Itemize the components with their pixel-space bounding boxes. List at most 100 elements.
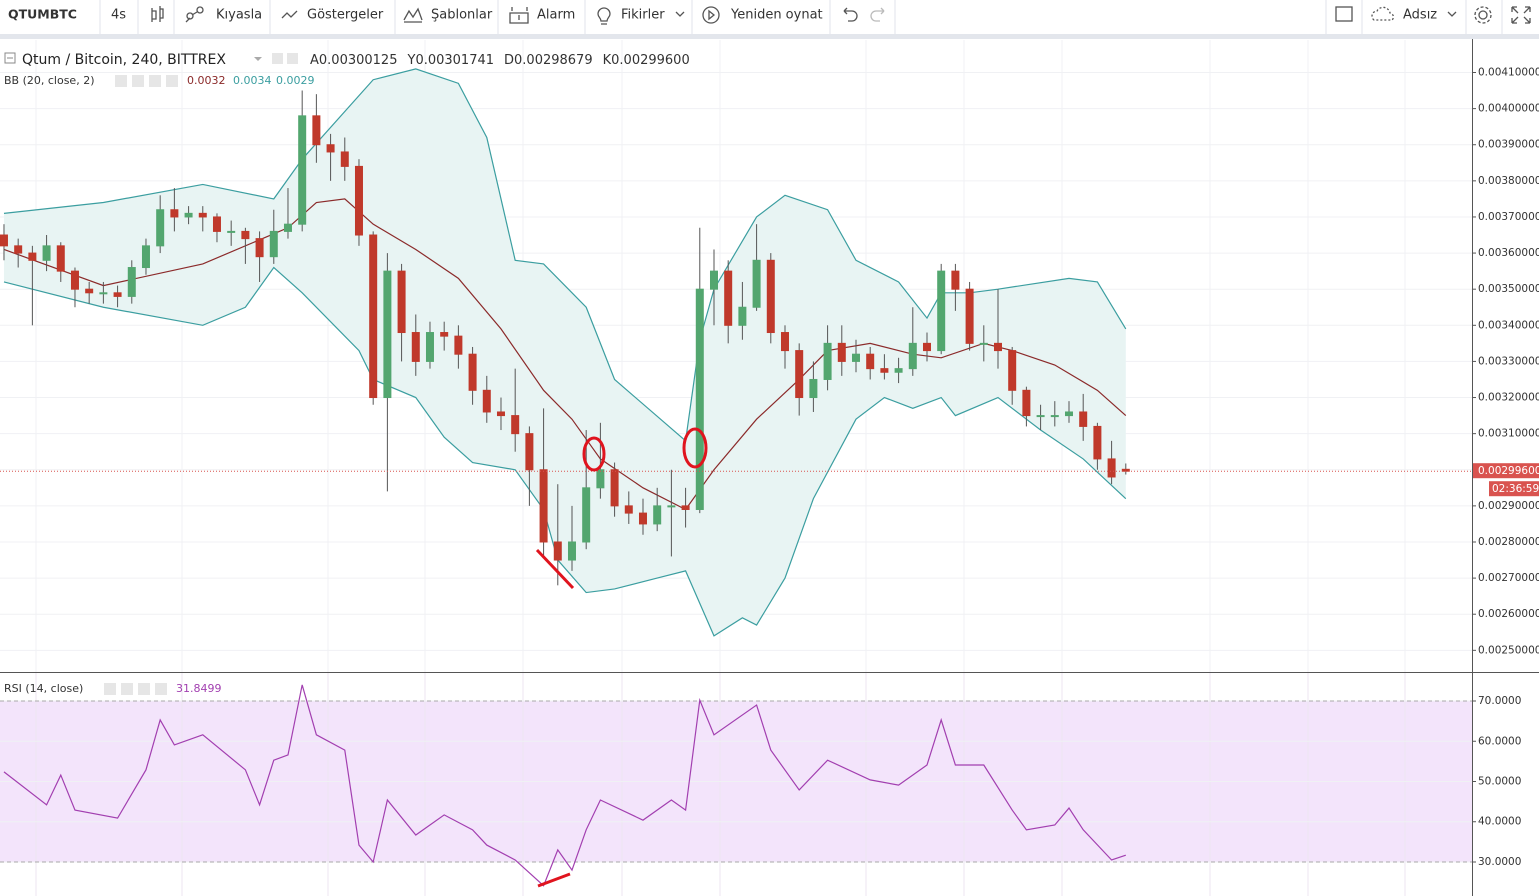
ohlc-key: K <box>603 53 612 68</box>
y-tick-label: 0.00270000 <box>1478 572 1539 584</box>
ohlc-value: 0.00299600 <box>611 53 690 68</box>
y-tick-label: 0.00380000 <box>1478 175 1539 187</box>
candle-body <box>610 469 619 507</box>
candle-body <box>326 144 335 153</box>
y-tick-label: 0.00280000 <box>1478 536 1539 548</box>
countdown-tag <box>1489 481 1539 497</box>
indicator-buttons[interactable] <box>104 683 167 695</box>
candle-body <box>127 267 136 297</box>
candle-body <box>454 335 463 355</box>
title-buttons[interactable] <box>272 53 298 64</box>
y-tick-label: 30.0000 <box>1478 856 1521 868</box>
candle-body <box>951 270 960 290</box>
chart-title: Qtum / Bitcoin, 240, BITTREX <box>22 52 226 68</box>
toolbar-item[interactable]: Kıyasla <box>216 8 262 23</box>
y-tick-label: 70.0000 <box>1478 695 1521 707</box>
candle-body <box>99 292 108 295</box>
y-tick-label: 0.00340000 <box>1478 319 1539 331</box>
candle-body <box>255 238 264 258</box>
candle-body <box>937 270 946 352</box>
toolbar-item[interactable]: Fikirler <box>621 8 665 23</box>
bb-lower-line <box>3 266 1127 637</box>
candle-body <box>227 230 236 233</box>
candle-body <box>85 288 94 294</box>
collapse-box[interactable] <box>4 52 16 64</box>
candle-body <box>780 332 789 352</box>
toolbar-item[interactable]: Yeniden oynat <box>730 8 823 23</box>
candle-body <box>496 411 505 417</box>
candle-body <box>965 288 974 344</box>
candle-body <box>709 270 718 290</box>
candle-body <box>1064 411 1073 417</box>
layout-name[interactable]: Adsız <box>1403 8 1437 23</box>
candle-body <box>582 487 591 543</box>
candle-body <box>411 332 420 362</box>
indicator-value: 0.0029 <box>276 74 315 87</box>
rsi-value: 31.8499 <box>176 682 222 695</box>
candle-body <box>880 368 889 373</box>
toolbar-icons <box>151 6 1531 25</box>
ohlc-key: D <box>504 53 514 68</box>
y-tick-label: 0.00250000 <box>1478 644 1539 656</box>
candle-body <box>567 541 576 561</box>
candle-body <box>369 234 378 399</box>
candle-body <box>695 288 704 510</box>
candle-body <box>283 223 292 232</box>
y-tick-label: 0.00360000 <box>1478 247 1539 259</box>
indicator-buttons[interactable] <box>115 75 178 87</box>
candle-body <box>170 209 179 218</box>
candle-body <box>752 259 761 308</box>
ohlc-legend: A0.00300125 Y0.00301741 D0.00298679 K0.0029… <box>310 53 690 68</box>
y-tick-label: 0.00330000 <box>1478 355 1539 367</box>
candle-body <box>468 353 477 391</box>
toolbar-separators <box>99 0 1503 34</box>
price-pane: 0.00250000 0.00260000 0.00270000 0.00280000… <box>0 40 1539 672</box>
candle-body <box>922 342 931 352</box>
candle-body <box>795 350 804 399</box>
candle-body <box>511 415 520 435</box>
candle-body <box>624 505 633 514</box>
y-tick-label: 0.00310000 <box>1478 428 1539 440</box>
candle-body <box>653 505 662 525</box>
candle-body <box>198 212 207 218</box>
symbol[interactable]: QTUMBTC <box>8 7 77 22</box>
toolbar-divider <box>0 34 1539 39</box>
rsi-line <box>3 684 1126 887</box>
candle-body <box>56 245 65 272</box>
title-menu[interactable] <box>254 57 262 61</box>
candle-body <box>397 270 406 334</box>
candle-body <box>298 115 307 225</box>
toolbar-item[interactable]: Alarm <box>537 8 575 23</box>
rsi-pane: 30.0000 40.0000 50.0000 60.0000 70.0000 <box>0 673 1521 896</box>
y-tick-label: 60.0000 <box>1478 735 1521 747</box>
y-tick-label: 0.00390000 <box>1478 139 1539 151</box>
candle-body <box>184 212 193 218</box>
countdown-label: 02:36:59 <box>1492 483 1539 495</box>
ohlc-value: 0.00300125 <box>319 53 398 68</box>
toolbar-item[interactable]: Göstergeler <box>307 8 384 23</box>
y-tick-label: 0.00260000 <box>1478 608 1539 620</box>
candle-body <box>553 541 562 561</box>
candle-body <box>0 234 8 247</box>
y-tick-label: 0.00290000 <box>1478 500 1539 512</box>
candle-body <box>212 216 221 232</box>
candle-body <box>425 332 434 362</box>
candle-body <box>979 342 988 345</box>
indicator-name: RSI (14, close) <box>4 682 83 695</box>
candle-body <box>894 368 903 373</box>
y-tick-label: 0.00320000 <box>1478 392 1539 404</box>
y-tick-label: 0.00350000 <box>1478 283 1539 295</box>
ohlc-value: 0.00298679 <box>514 53 593 68</box>
candle-body <box>1008 350 1017 391</box>
candle-body <box>141 245 150 269</box>
y-tick-label: 0.00400000 <box>1478 103 1539 115</box>
y-tick-label: 0.00370000 <box>1478 211 1539 223</box>
candle-body <box>851 353 860 362</box>
candle-body <box>42 245 51 261</box>
y-tick-label: 0.00410000 <box>1478 67 1539 79</box>
toolbar-item[interactable]: Şablonlar <box>431 8 493 23</box>
candle-body <box>638 512 647 525</box>
interval[interactable]: 4s <box>111 8 126 23</box>
user-drawings[interactable] <box>535 427 708 888</box>
